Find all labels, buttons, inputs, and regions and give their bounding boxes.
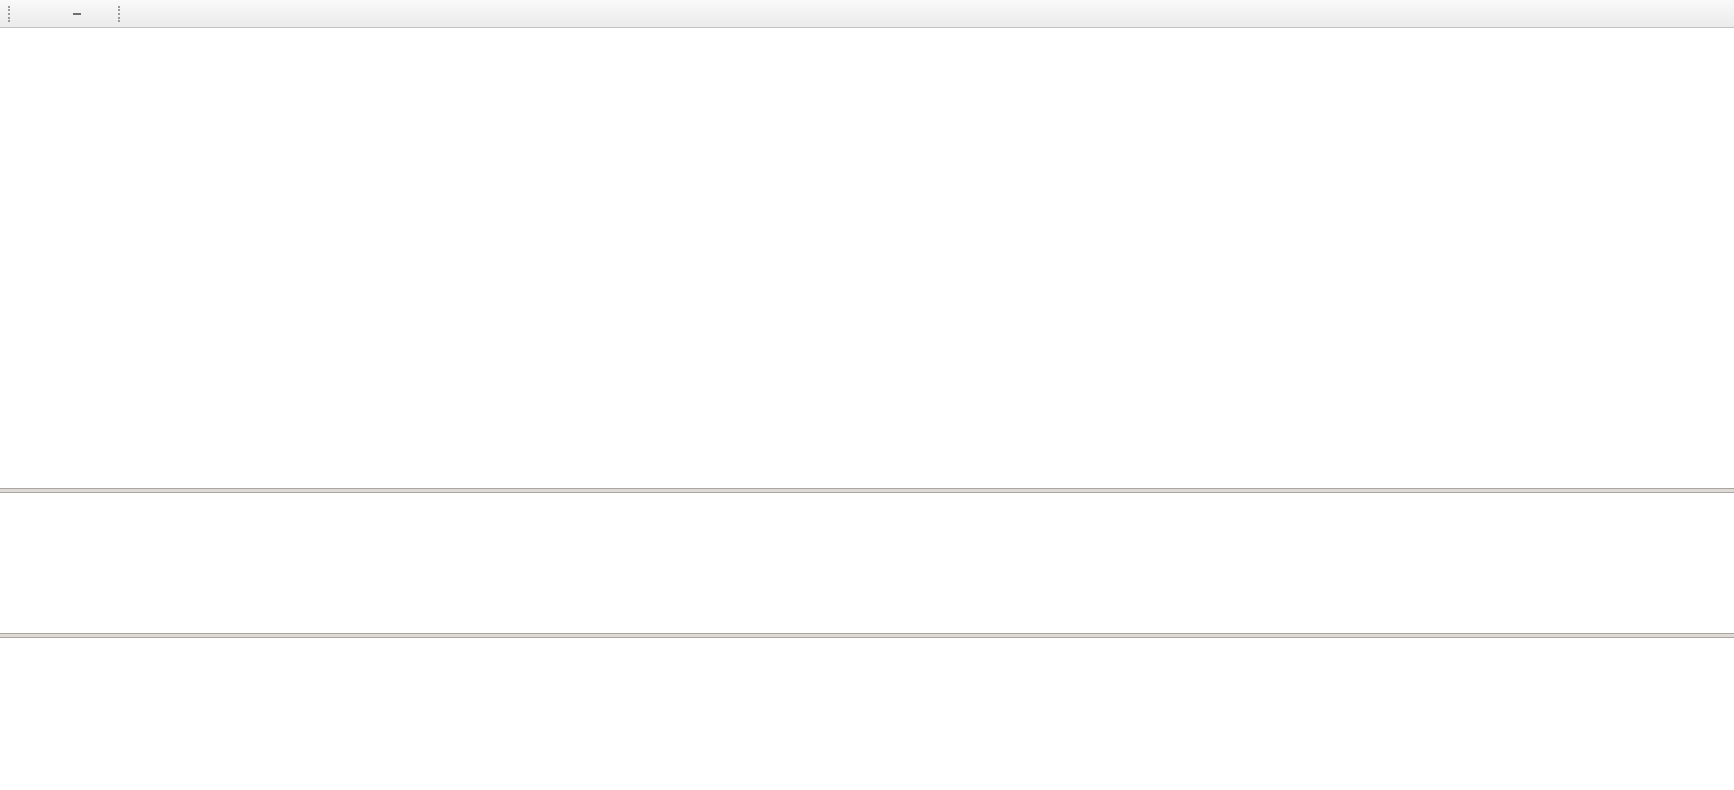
objects-dropdown-button[interactable] (89, 3, 113, 25)
toolbar-drag-handle[interactable] (118, 5, 122, 22)
chart-layout-button[interactable] (17, 3, 41, 25)
panel-divider-rsi[interactable] (0, 633, 1734, 638)
cursor-tool-button[interactable] (41, 3, 65, 25)
toolbar (0, 0, 1734, 28)
rsi-label (6, 641, 9, 653)
text-tool-button[interactable] (65, 3, 89, 25)
panel-divider-macd[interactable] (0, 488, 1734, 493)
chart-title (6, 33, 13, 45)
macd-label (6, 497, 9, 509)
toolbar-drag-handle[interactable] (8, 5, 12, 22)
text-tool-icon (73, 12, 81, 15)
